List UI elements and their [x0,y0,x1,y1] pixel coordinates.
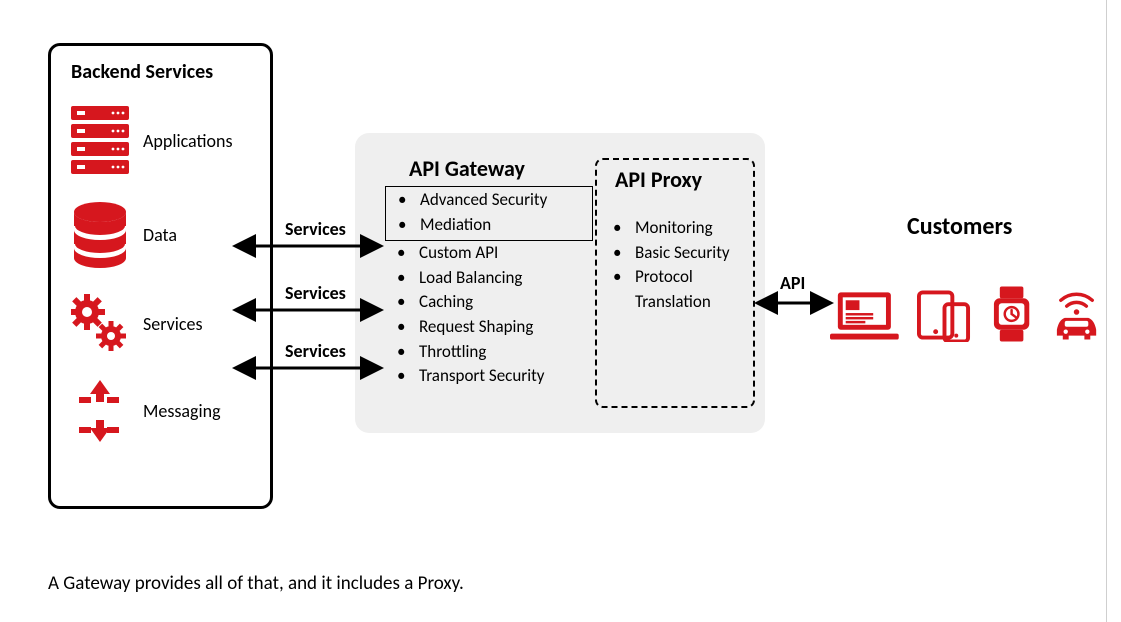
caption: A Gateway provides all of that, and it i… [48,572,464,595]
services-label-1: Services [285,218,346,240]
api-label: API [780,272,805,294]
services-label-3: Services [285,340,346,362]
page-border-right [1106,0,1107,622]
customers-icons [830,282,1102,342]
customers-title: Customers [907,212,1012,241]
laptop-icon [830,288,899,342]
smartwatch-icon [990,286,1033,342]
services-label-2: Services [285,282,346,304]
car-wifi-icon [1051,286,1102,342]
phone-tablet-icon [917,288,972,342]
